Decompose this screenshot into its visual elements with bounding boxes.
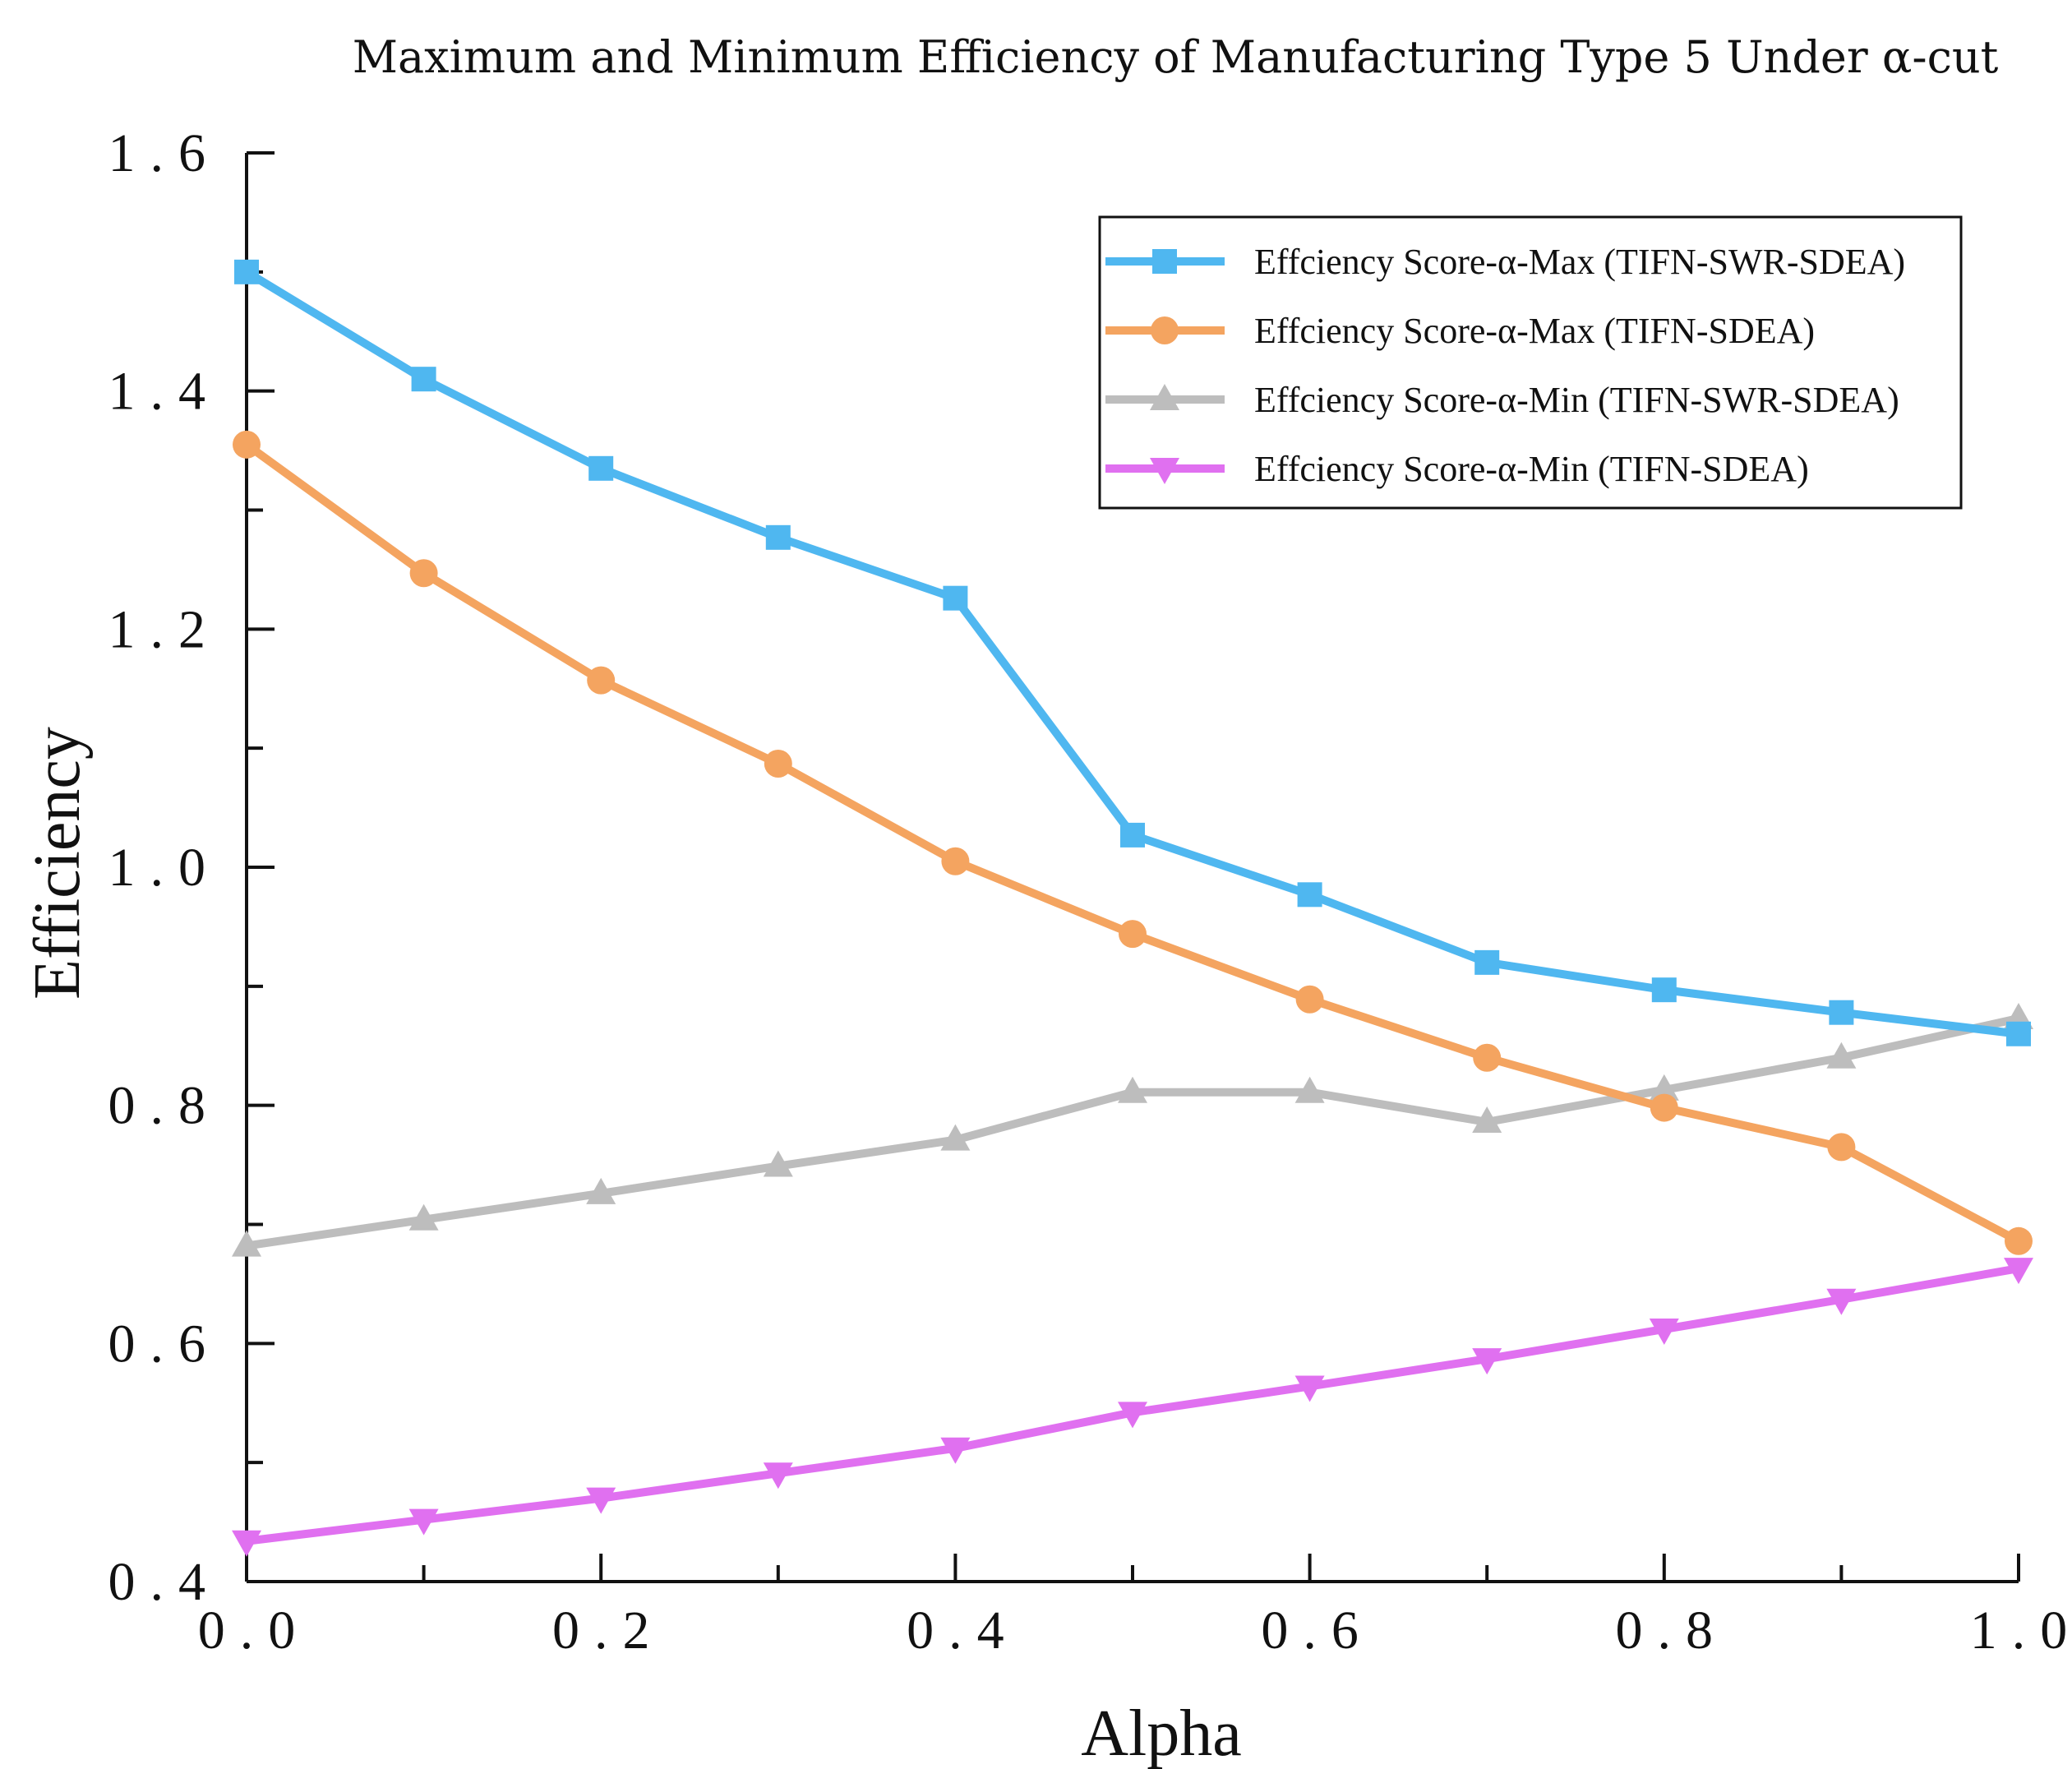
- data-point: [1826, 1288, 1857, 1315]
- data-point: [1294, 1076, 1325, 1103]
- data-point: [1118, 1076, 1147, 1103]
- data-point: [1826, 1042, 1857, 1069]
- series-layer: [232, 259, 2033, 1557]
- data-point: [234, 259, 259, 284]
- data-point: [1649, 1074, 1679, 1101]
- data-point: [1474, 949, 1500, 975]
- legend-label: Effciency Score-α-Max (TIFN-SDEA): [1254, 311, 1815, 351]
- legend-label: Effciency Score-α-Max (TIFN-SWR-SDEA): [1254, 242, 1905, 282]
- data-point: [1650, 1093, 1678, 1122]
- legend-label: Effciency Score-α-Min (TIFN-SDEA): [1254, 449, 1809, 489]
- x-tick-label: 1.0: [1970, 1600, 2072, 1660]
- legend-label: Effciency Score-α-Min (TIFN-SWR-SDEA): [1254, 380, 1899, 420]
- data-point: [943, 585, 968, 611]
- x-tick-label: 0.6: [1261, 1600, 1373, 1660]
- y-axis-label: Efficiency: [21, 727, 94, 1000]
- x-tick-label: 0.2: [552, 1600, 665, 1660]
- series-line: [246, 1014, 2020, 1250]
- data-point: [763, 1462, 793, 1490]
- data-point: [1118, 1402, 1147, 1429]
- legend: Effciency Score-α-Max (TIFN-SWR-SDEA) Eff…: [1098, 215, 1963, 510]
- chart-title: Maximum and Minimum Efficiency of Manufa…: [353, 31, 1999, 83]
- data-point: [1827, 1133, 1856, 1162]
- series-1: [234, 259, 2031, 1046]
- x-tick-label: 0.4: [907, 1600, 1019, 1660]
- data-point: [941, 847, 970, 875]
- series-2: [233, 430, 2033, 1255]
- data-point: [763, 1150, 793, 1177]
- data-point: [232, 1530, 261, 1557]
- x-tick-label: 0.8: [1616, 1600, 1728, 1660]
- y-tick-label: 1.2: [108, 599, 221, 659]
- data-point: [1473, 1043, 1502, 1072]
- y-tick-label: 0.8: [108, 1076, 221, 1136]
- data-point: [764, 749, 792, 778]
- data-point: [586, 1487, 616, 1514]
- series-4: [232, 1258, 2033, 1557]
- data-point: [1120, 822, 1145, 848]
- data-point: [1119, 920, 1147, 949]
- legend-marker: [1150, 458, 1179, 484]
- data-point: [411, 367, 436, 392]
- y-tick-label: 1.0: [108, 838, 221, 898]
- data-point: [1651, 977, 1677, 1003]
- data-point: [409, 559, 438, 588]
- data-point: [2005, 1226, 2033, 1255]
- y-tick-label: 0.6: [108, 1314, 221, 1374]
- ticks: 0.4 0.6 0.8 1.0 1.2 1.4 1.6 0.0 0.2 0.4 0.6 0.8 1.0: [108, 123, 2072, 1660]
- legend-marker: [1152, 249, 1177, 274]
- data-point: [408, 1508, 439, 1536]
- data-point: [1472, 1106, 1502, 1133]
- data-point: [940, 1437, 971, 1464]
- data-point: [2006, 1021, 2031, 1046]
- data-point: [588, 455, 614, 481]
- y-tick-label: 0.4: [108, 1552, 221, 1612]
- data-point: [1297, 882, 1322, 908]
- data-point: [1472, 1348, 1502, 1375]
- x-tick-label: 0.0: [198, 1600, 311, 1660]
- y-tick-label: 1.4: [108, 362, 221, 422]
- y-tick-label: 1.6: [108, 123, 221, 183]
- data-point: [587, 666, 616, 695]
- data-point: [765, 524, 791, 550]
- legend-marker: [1151, 316, 1179, 344]
- data-point: [586, 1177, 616, 1204]
- data-point: [408, 1203, 439, 1231]
- legend-box: [1098, 215, 1963, 510]
- data-point: [232, 1230, 261, 1257]
- x-axis-label: Alpha: [1081, 1697, 1242, 1769]
- data-point: [1295, 985, 1324, 1014]
- legend-marker: [1150, 384, 1179, 410]
- data-point: [2004, 1258, 2033, 1285]
- data-point: [1829, 1000, 1854, 1025]
- data-point: [940, 1124, 971, 1151]
- data-point: [1294, 1375, 1325, 1402]
- data-point: [1649, 1318, 1679, 1345]
- data-point: [233, 430, 261, 459]
